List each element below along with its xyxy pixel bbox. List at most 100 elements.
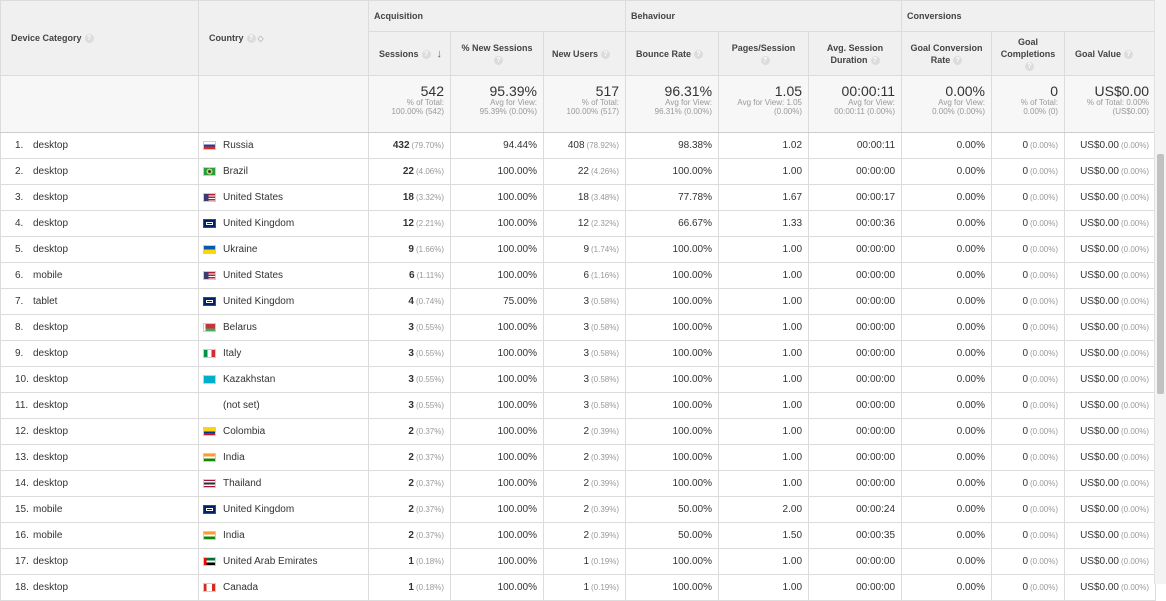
help-icon[interactable]: ? xyxy=(870,55,880,65)
country-cell[interactable]: Belarus xyxy=(198,314,369,341)
help-icon[interactable]: ? xyxy=(246,34,256,44)
device-category-value[interactable]: mobile xyxy=(33,270,63,281)
help-icon[interactable]: ? xyxy=(84,34,94,44)
device-category-value[interactable]: desktop xyxy=(33,140,69,151)
country-value[interactable]: Russia xyxy=(223,140,254,151)
country-cell[interactable]: United States xyxy=(198,184,369,211)
country-header[interactable]: Country? ◇ xyxy=(198,0,369,76)
bounce-rate-header[interactable]: Bounce Rate? xyxy=(625,31,720,76)
country-value[interactable]: India xyxy=(223,452,245,463)
new-users-header[interactable]: New Users? xyxy=(542,31,627,76)
table-row[interactable]: 8. desktop Belarus 3 (0.55%) 100.00% 3 (0.58%) 1… xyxy=(0,314,1157,341)
country-cell[interactable]: Kazakhstan xyxy=(198,366,369,393)
device-category-value[interactable]: desktop xyxy=(33,426,69,437)
device-category-value[interactable]: desktop xyxy=(33,348,69,359)
device-category-value[interactable]: tablet xyxy=(33,296,58,307)
table-row[interactable]: 6. mobile United States 6 (1.11%) 100.00% 6 (1.… xyxy=(0,262,1157,289)
country-value[interactable]: United Kingdom xyxy=(223,296,295,307)
country-value[interactable]: Thailand xyxy=(223,478,262,489)
country-cell[interactable]: Canada xyxy=(198,574,369,601)
device-cell[interactable]: 2. desktop xyxy=(0,158,199,185)
country-cell[interactable]: United Kingdom xyxy=(198,288,369,315)
device-cell[interactable]: 9. desktop xyxy=(0,340,199,367)
goal-completions-header[interactable]: Goal Completions? xyxy=(991,31,1066,76)
device-category-value[interactable]: desktop xyxy=(33,452,69,463)
device-category-value[interactable]: desktop xyxy=(33,192,69,203)
table-row[interactable]: 14. desktop Thailand 2 (0.37%) 100.00% 2 (0.39%… xyxy=(0,470,1157,497)
device-cell[interactable]: 7. tablet xyxy=(0,288,199,315)
device-category-value[interactable]: desktop xyxy=(33,322,69,333)
country-value[interactable]: United States xyxy=(223,192,284,203)
country-value[interactable]: United Kingdom xyxy=(223,504,295,515)
device-cell[interactable]: 4. desktop xyxy=(0,210,199,237)
country-value[interactable]: Brazil xyxy=(223,166,249,177)
table-row[interactable]: 11. desktop (not set) 3 (0.55%) 100.00% 3 (0.58… xyxy=(0,392,1157,419)
help-icon[interactable]: ? xyxy=(601,49,611,59)
pages-session-header[interactable]: Pages/Session? xyxy=(718,31,810,76)
goal-value-header[interactable]: Goal Value? xyxy=(1064,31,1157,76)
device-category-value[interactable]: mobile xyxy=(33,504,63,515)
table-row[interactable]: 13. desktop India 2 (0.37%) 100.00% 2 (0.39%) 10… xyxy=(0,444,1157,471)
table-row[interactable]: 16. mobile India 2 (0.37%) 100.00% 2 (0.39%) 50.… xyxy=(0,522,1157,549)
device-cell[interactable]: 14. desktop xyxy=(0,470,199,497)
country-cell[interactable]: United States xyxy=(198,262,369,289)
help-icon[interactable]: ? xyxy=(494,55,503,65)
table-row[interactable]: 17. desktop United Arab Emirates 1 (0.18%) 10… xyxy=(0,548,1157,575)
country-value[interactable]: Ukraine xyxy=(223,244,258,255)
sort-toggle-icon[interactable]: ◇ xyxy=(257,33,264,43)
device-category-value[interactable]: desktop xyxy=(33,556,69,567)
help-icon[interactable]: ? xyxy=(1025,61,1035,71)
help-icon[interactable]: ? xyxy=(694,49,704,59)
table-row[interactable]: 3. desktop United States 18 (3.32%) 100.00% 18… xyxy=(0,184,1157,211)
device-category-value[interactable]: desktop xyxy=(33,400,69,411)
device-category-value[interactable]: desktop xyxy=(33,218,69,229)
table-row[interactable]: 5. desktop Ukraine 9 (1.66%) 100.00% 9 (1.74%) 1… xyxy=(0,236,1157,263)
device-category-value[interactable]: desktop xyxy=(33,374,69,385)
country-value[interactable]: United States xyxy=(223,270,284,281)
help-icon[interactable]: ? xyxy=(953,55,963,65)
country-value[interactable]: Italy xyxy=(223,348,242,359)
sort-descending-icon[interactable]: ↓ xyxy=(436,47,443,60)
country-cell[interactable]: Russia xyxy=(198,132,369,159)
country-value[interactable]: Kazakhstan xyxy=(223,374,276,385)
device-category-header[interactable]: Device Category? xyxy=(0,0,199,76)
device-cell[interactable]: 17. desktop xyxy=(0,548,199,575)
table-row[interactable]: 18. desktop Canada 1 (0.18%) 100.00% 1 (0.19%) 1… xyxy=(0,574,1157,601)
avg-session-duration-header[interactable]: Avg. Session Duration? xyxy=(808,31,903,76)
device-cell[interactable]: 5. desktop xyxy=(0,236,199,263)
table-row[interactable]: 10. desktop Kazakhstan 3 (0.55%) 100.00% 3 (0.5… xyxy=(0,366,1157,393)
country-cell[interactable]: India xyxy=(198,444,369,471)
new-sessions-header[interactable]: % New Sessions? xyxy=(450,31,544,76)
device-cell[interactable]: 1. desktop xyxy=(0,132,199,159)
country-cell[interactable]: United Kingdom xyxy=(198,496,369,523)
device-category-value[interactable]: mobile xyxy=(33,530,63,541)
country-value[interactable]: Belarus xyxy=(223,322,257,333)
device-cell[interactable]: 16. mobile xyxy=(0,522,199,549)
help-icon[interactable]: ? xyxy=(760,55,770,65)
country-cell[interactable]: (not set) xyxy=(198,392,369,419)
country-value[interactable]: Colombia xyxy=(223,426,266,437)
table-row[interactable]: 12. desktop Colombia 2 (0.37%) 100.00% 2 (0.39%… xyxy=(0,418,1157,445)
country-value[interactable]: United Arab Emirates xyxy=(223,556,318,567)
device-cell[interactable]: 6. mobile xyxy=(0,262,199,289)
country-cell[interactable]: United Arab Emirates xyxy=(198,548,369,575)
device-category-value[interactable]: desktop xyxy=(33,166,69,177)
country-cell[interactable]: United Kingdom xyxy=(198,210,369,237)
table-row[interactable]: 2. desktop Brazil 22 (4.06%) 100.00% 22 (4.26%)… xyxy=(0,158,1157,185)
device-cell[interactable]: 3. desktop xyxy=(0,184,199,211)
vertical-scrollbar[interactable] xyxy=(1154,0,1166,584)
table-row[interactable]: 9. desktop Italy 3 (0.55%) 100.00% 3 (0.58%) 100… xyxy=(0,340,1157,367)
device-cell[interactable]: 12. desktop xyxy=(0,418,199,445)
country-cell[interactable]: Thailand xyxy=(198,470,369,497)
device-category-value[interactable]: desktop xyxy=(33,244,69,255)
device-cell[interactable]: 10. desktop xyxy=(0,366,199,393)
table-row[interactable]: 15. mobile United Kingdom 2 (0.37%) 100.00% 2(… xyxy=(0,496,1157,523)
device-cell[interactable]: 11. desktop xyxy=(0,392,199,419)
table-row[interactable]: 4. desktop United Kingdom 12 (2.21%) 100.00% 1… xyxy=(0,210,1157,237)
device-cell[interactable]: 18. desktop xyxy=(0,574,199,601)
device-cell[interactable]: 15. mobile xyxy=(0,496,199,523)
help-icon[interactable]: ? xyxy=(421,49,431,59)
country-cell[interactable]: India xyxy=(198,522,369,549)
device-category-value[interactable]: desktop xyxy=(33,478,69,489)
table-row[interactable]: 1. desktop Russia 432 (79.70%) 94.44% 408 (78.9… xyxy=(0,132,1157,159)
